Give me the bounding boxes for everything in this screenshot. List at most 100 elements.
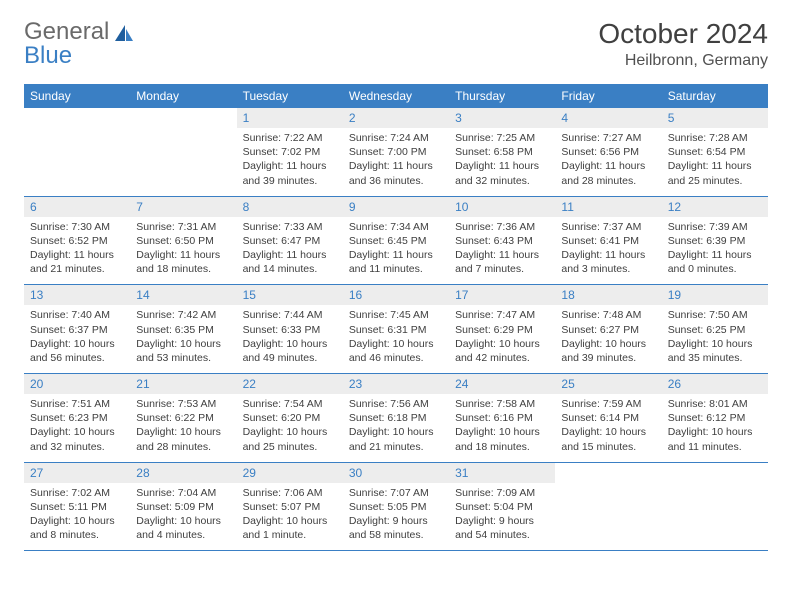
title-block: October 2024 Heilbronn, Germany [598, 18, 768, 70]
sunset-text: Sunset: 6:31 PM [349, 323, 443, 337]
day-body: Sunrise: 7:58 AMSunset: 6:16 PMDaylight:… [449, 394, 555, 462]
sunrise-text: Sunrise: 7:58 AM [455, 397, 549, 411]
sunset-text: Sunset: 6:47 PM [243, 234, 337, 248]
sunrise-text: Sunrise: 7:09 AM [455, 486, 549, 500]
day-header: Wednesday [343, 85, 449, 108]
sunset-text: Sunset: 6:50 PM [136, 234, 230, 248]
sunrise-text: Sunrise: 7:54 AM [243, 397, 337, 411]
sunset-text: Sunset: 6:37 PM [30, 323, 124, 337]
sunset-text: Sunset: 6:41 PM [561, 234, 655, 248]
sunset-text: Sunset: 5:04 PM [455, 500, 549, 514]
day-cell: 23Sunrise: 7:56 AMSunset: 6:18 PMDayligh… [343, 374, 449, 463]
day-body: Sunrise: 7:25 AMSunset: 6:58 PMDaylight:… [449, 128, 555, 196]
day-number: 18 [555, 285, 661, 305]
day-body: Sunrise: 7:27 AMSunset: 6:56 PMDaylight:… [555, 128, 661, 196]
day-body: Sunrise: 7:59 AMSunset: 6:14 PMDaylight:… [555, 394, 661, 462]
week-row: 13Sunrise: 7:40 AMSunset: 6:37 PMDayligh… [24, 285, 768, 374]
day-body: Sunrise: 7:45 AMSunset: 6:31 PMDaylight:… [343, 305, 449, 373]
day-header-row: Sunday Monday Tuesday Wednesday Thursday… [24, 85, 768, 108]
day-cell: 2Sunrise: 7:24 AMSunset: 7:00 PMDaylight… [343, 108, 449, 197]
day-body: Sunrise: 7:54 AMSunset: 6:20 PMDaylight:… [237, 394, 343, 462]
daylight-text: Daylight: 10 hours and 35 minutes. [668, 337, 762, 365]
sunrise-text: Sunrise: 7:44 AM [243, 308, 337, 322]
day-number: 16 [343, 285, 449, 305]
day-body: Sunrise: 7:07 AMSunset: 5:05 PMDaylight:… [343, 483, 449, 551]
day-body: Sunrise: 7:33 AMSunset: 6:47 PMDaylight:… [237, 217, 343, 285]
day-cell: 26Sunrise: 8:01 AMSunset: 6:12 PMDayligh… [662, 374, 768, 463]
daylight-text: Daylight: 10 hours and 4 minutes. [136, 514, 230, 542]
daylight-text: Daylight: 10 hours and 39 minutes. [561, 337, 655, 365]
day-header: Monday [130, 85, 236, 108]
day-header: Sunday [24, 85, 130, 108]
sunset-text: Sunset: 6:16 PM [455, 411, 549, 425]
day-number: 14 [130, 285, 236, 305]
day-cell [662, 462, 768, 550]
daylight-text: Daylight: 11 hours and 0 minutes. [668, 248, 762, 276]
day-number: 5 [662, 108, 768, 128]
day-cell [555, 462, 661, 550]
daylight-text: Daylight: 11 hours and 21 minutes. [30, 248, 124, 276]
day-number: 23 [343, 374, 449, 394]
sunset-text: Sunset: 6:25 PM [668, 323, 762, 337]
day-number: 6 [24, 197, 130, 217]
daylight-text: Daylight: 11 hours and 39 minutes. [243, 159, 337, 187]
day-number: 2 [343, 108, 449, 128]
sunset-text: Sunset: 6:35 PM [136, 323, 230, 337]
sunrise-text: Sunrise: 7:02 AM [30, 486, 124, 500]
sunset-text: Sunset: 6:45 PM [349, 234, 443, 248]
daylight-text: Daylight: 11 hours and 25 minutes. [668, 159, 762, 187]
day-number: 13 [24, 285, 130, 305]
daylight-text: Daylight: 11 hours and 11 minutes. [349, 248, 443, 276]
day-cell: 14Sunrise: 7:42 AMSunset: 6:35 PMDayligh… [130, 285, 236, 374]
daylight-text: Daylight: 10 hours and 8 minutes. [30, 514, 124, 542]
day-number: 4 [555, 108, 661, 128]
day-number: 19 [662, 285, 768, 305]
sunrise-text: Sunrise: 7:45 AM [349, 308, 443, 322]
day-number: 21 [130, 374, 236, 394]
day-body: Sunrise: 7:22 AMSunset: 7:02 PMDaylight:… [237, 128, 343, 196]
sunset-text: Sunset: 5:07 PM [243, 500, 337, 514]
daylight-text: Daylight: 11 hours and 28 minutes. [561, 159, 655, 187]
sunrise-text: Sunrise: 7:53 AM [136, 397, 230, 411]
day-number: 22 [237, 374, 343, 394]
day-body: Sunrise: 7:02 AMSunset: 5:11 PMDaylight:… [24, 483, 130, 551]
sunrise-text: Sunrise: 7:24 AM [349, 131, 443, 145]
daylight-text: Daylight: 10 hours and 25 minutes. [243, 425, 337, 453]
day-cell: 1Sunrise: 7:22 AMSunset: 7:02 PMDaylight… [237, 108, 343, 197]
day-cell: 4Sunrise: 7:27 AMSunset: 6:56 PMDaylight… [555, 108, 661, 197]
day-cell: 15Sunrise: 7:44 AMSunset: 6:33 PMDayligh… [237, 285, 343, 374]
location: Heilbronn, Germany [598, 52, 768, 70]
daylight-text: Daylight: 10 hours and 15 minutes. [561, 425, 655, 453]
sunset-text: Sunset: 6:56 PM [561, 145, 655, 159]
calendar-wrap: Sunday Monday Tuesday Wednesday Thursday… [24, 84, 768, 551]
sunrise-text: Sunrise: 8:01 AM [668, 397, 762, 411]
sunset-text: Sunset: 5:11 PM [30, 500, 124, 514]
day-body: Sunrise: 7:40 AMSunset: 6:37 PMDaylight:… [24, 305, 130, 373]
day-number: 12 [662, 197, 768, 217]
sunrise-text: Sunrise: 7:07 AM [349, 486, 443, 500]
day-number: 28 [130, 463, 236, 483]
day-cell: 9Sunrise: 7:34 AMSunset: 6:45 PMDaylight… [343, 196, 449, 285]
logo-sail-icon [113, 23, 135, 43]
day-body: Sunrise: 7:30 AMSunset: 6:52 PMDaylight:… [24, 217, 130, 285]
day-header: Friday [555, 85, 661, 108]
day-cell: 19Sunrise: 7:50 AMSunset: 6:25 PMDayligh… [662, 285, 768, 374]
day-number: 26 [662, 374, 768, 394]
daylight-text: Daylight: 9 hours and 58 minutes. [349, 514, 443, 542]
sunset-text: Sunset: 6:22 PM [136, 411, 230, 425]
day-cell: 24Sunrise: 7:58 AMSunset: 6:16 PMDayligh… [449, 374, 555, 463]
sunset-text: Sunset: 5:09 PM [136, 500, 230, 514]
day-body: Sunrise: 7:42 AMSunset: 6:35 PMDaylight:… [130, 305, 236, 373]
sunset-text: Sunset: 5:05 PM [349, 500, 443, 514]
day-cell: 3Sunrise: 7:25 AMSunset: 6:58 PMDaylight… [449, 108, 555, 197]
day-body [662, 469, 768, 527]
daylight-text: Daylight: 11 hours and 18 minutes. [136, 248, 230, 276]
sunset-text: Sunset: 7:02 PM [243, 145, 337, 159]
week-row: 27Sunrise: 7:02 AMSunset: 5:11 PMDayligh… [24, 462, 768, 550]
sunrise-text: Sunrise: 7:31 AM [136, 220, 230, 234]
day-number: 7 [130, 197, 236, 217]
day-number: 25 [555, 374, 661, 394]
day-number: 15 [237, 285, 343, 305]
day-body: Sunrise: 7:31 AMSunset: 6:50 PMDaylight:… [130, 217, 236, 285]
daylight-text: Daylight: 11 hours and 14 minutes. [243, 248, 337, 276]
